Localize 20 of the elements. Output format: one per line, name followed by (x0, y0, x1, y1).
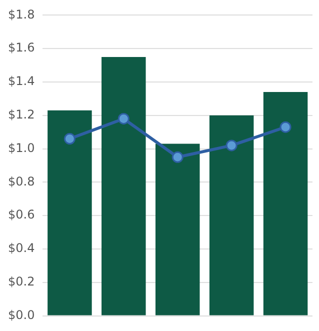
bar (263, 92, 308, 316)
y-tick-label: $1.6 (8, 40, 35, 55)
y-tick-label: $1.2 (8, 108, 35, 122)
y-tick-label: $0.6 (8, 208, 35, 222)
point (280, 121, 292, 133)
bar (155, 144, 200, 316)
bar (102, 56, 146, 316)
y-tick-label: $0.0 (8, 308, 35, 322)
bar (48, 110, 92, 316)
y-tick-label: $1.4 (8, 74, 35, 88)
y-tick-label: $0.2 (8, 274, 35, 289)
y-tick-label: $0.8 (8, 174, 35, 188)
y-tick-label: $0.4 (8, 241, 35, 256)
point (172, 151, 184, 163)
y-tick-label: $1.0 (8, 140, 35, 155)
point (64, 133, 76, 145)
point (226, 140, 238, 152)
y-tick-label: $1.8 (8, 7, 35, 22)
point (118, 112, 130, 124)
bar (209, 115, 254, 316)
